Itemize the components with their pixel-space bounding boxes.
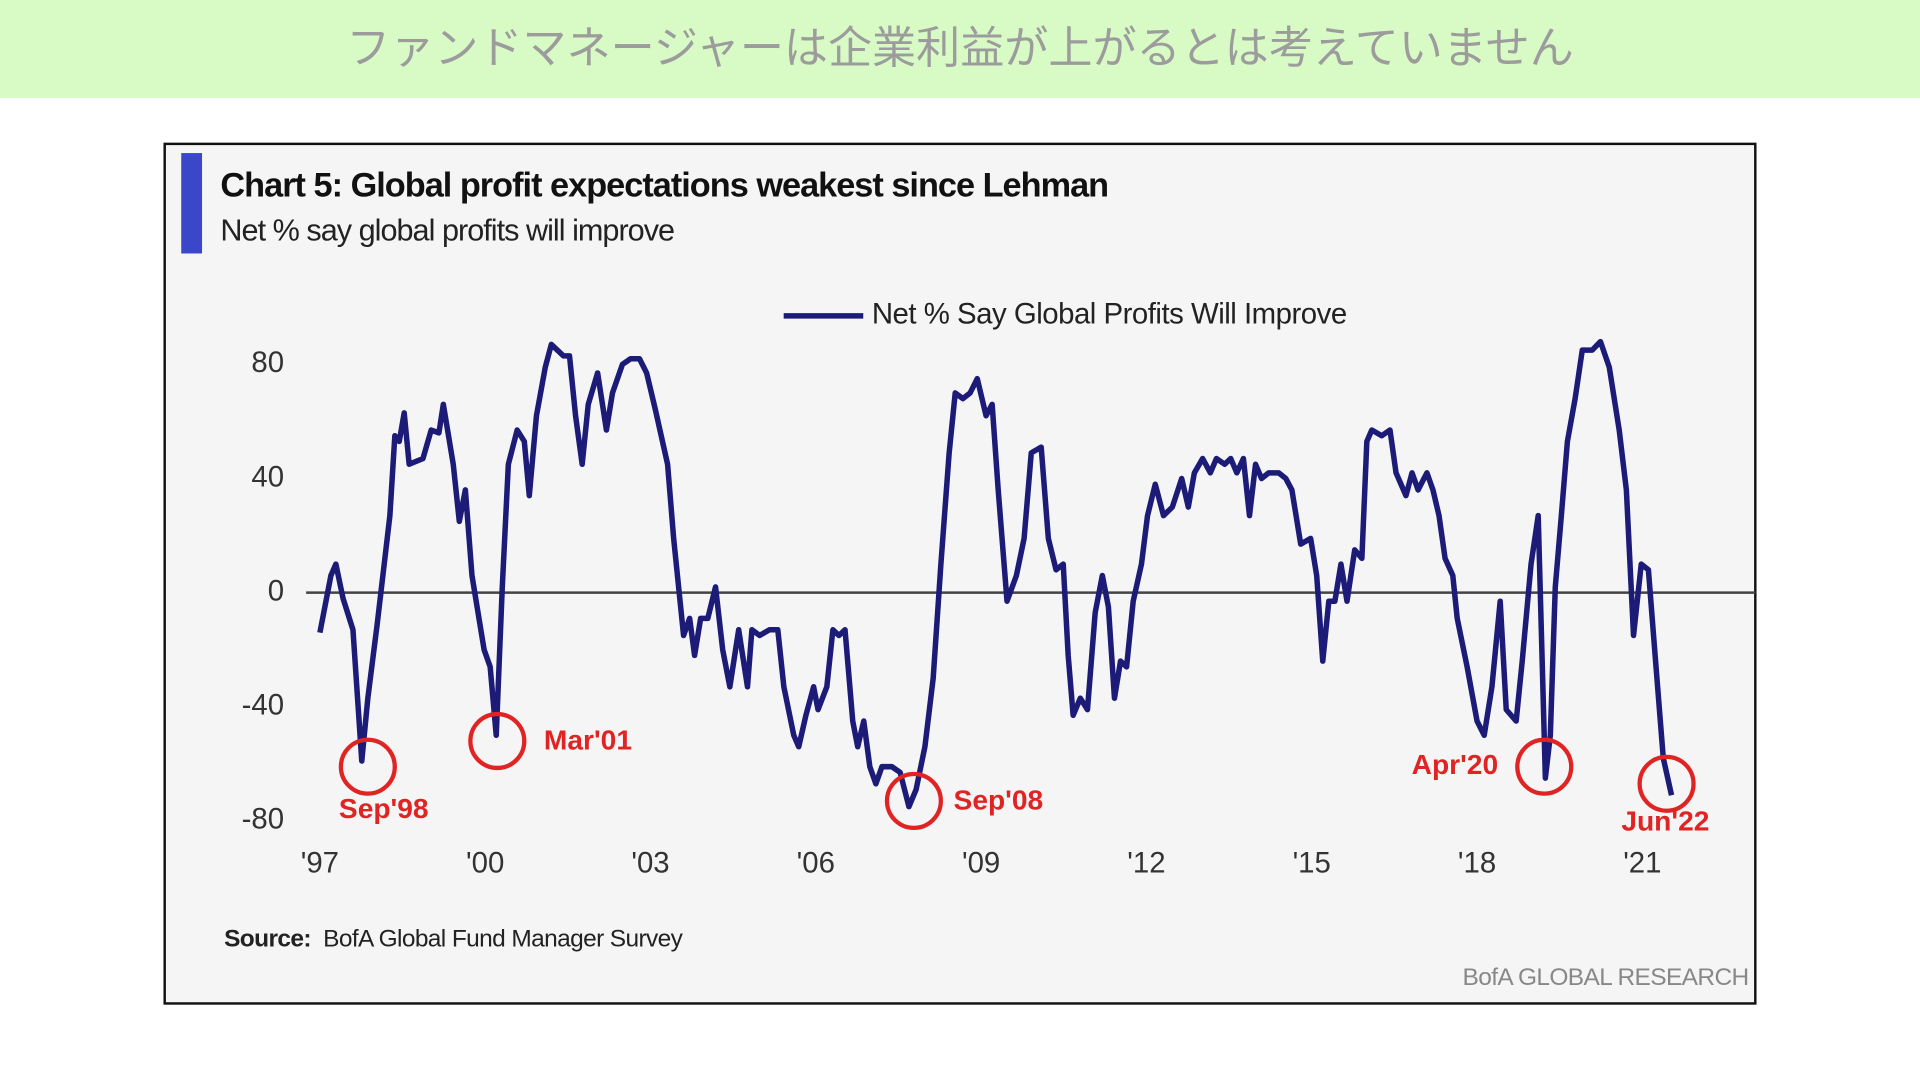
legend-label: Net % Say Global Profits Will Improve bbox=[872, 298, 1347, 331]
y-tick-label: -40 bbox=[242, 689, 284, 722]
series-line bbox=[317, 338, 1675, 810]
x-tick-label: '97 bbox=[301, 846, 339, 879]
chart-title: Chart 5: Global profit expectations weak… bbox=[220, 166, 1108, 204]
banner-title: ファンドマネージャーは企業利益が上がるとは考えていません bbox=[346, 24, 1574, 73]
x-tick-label: '15 bbox=[1293, 846, 1331, 879]
chart-frame bbox=[163, 142, 1757, 1005]
x-tick-label: '12 bbox=[1127, 846, 1165, 879]
x-tick-label: '00 bbox=[466, 846, 504, 879]
annotation-circle bbox=[1637, 754, 1696, 813]
x-tick-label: '18 bbox=[1458, 846, 1496, 879]
x-tick-label: '06 bbox=[797, 846, 835, 879]
annotation-label: Jun'22 bbox=[1621, 805, 1709, 836]
y-tick-label: 80 bbox=[251, 346, 284, 379]
source-label: Source: bbox=[224, 926, 311, 953]
chart-subtitle: Net % say global profits will improve bbox=[220, 214, 674, 248]
annotation-label: Sep'08 bbox=[954, 785, 1044, 816]
source: Source: BofA Global Fund Manager Survey bbox=[224, 926, 684, 953]
x-tick-label: '21 bbox=[1623, 846, 1661, 879]
annotation-label: Mar'01 bbox=[544, 725, 632, 756]
y-tick-label: -80 bbox=[242, 803, 284, 836]
x-tick-label: '03 bbox=[631, 846, 669, 879]
annotation-label: Apr'20 bbox=[1412, 749, 1499, 780]
x-tick-label: '09 bbox=[962, 846, 1000, 879]
y-tick-label: 40 bbox=[251, 460, 284, 493]
annotation-label: Sep'98 bbox=[339, 793, 429, 824]
annotation-circle bbox=[1515, 737, 1574, 796]
title-accent bbox=[181, 153, 203, 254]
footer: BofA GLOBAL RESEARCH bbox=[1463, 964, 1749, 991]
annotation-circle bbox=[884, 771, 943, 831]
plot: -80 -40 0 40 80 '97 '00 '03 '06 '09 '12 '15 '18 '21 Ne… bbox=[242, 298, 1756, 879]
annotation-circle bbox=[468, 711, 527, 771]
y-tick-label: 0 bbox=[268, 574, 284, 607]
annotation-circle bbox=[338, 737, 397, 796]
source-text: BofA Global Fund Manager Survey bbox=[323, 926, 684, 953]
banner bbox=[0, 0, 1920, 98]
